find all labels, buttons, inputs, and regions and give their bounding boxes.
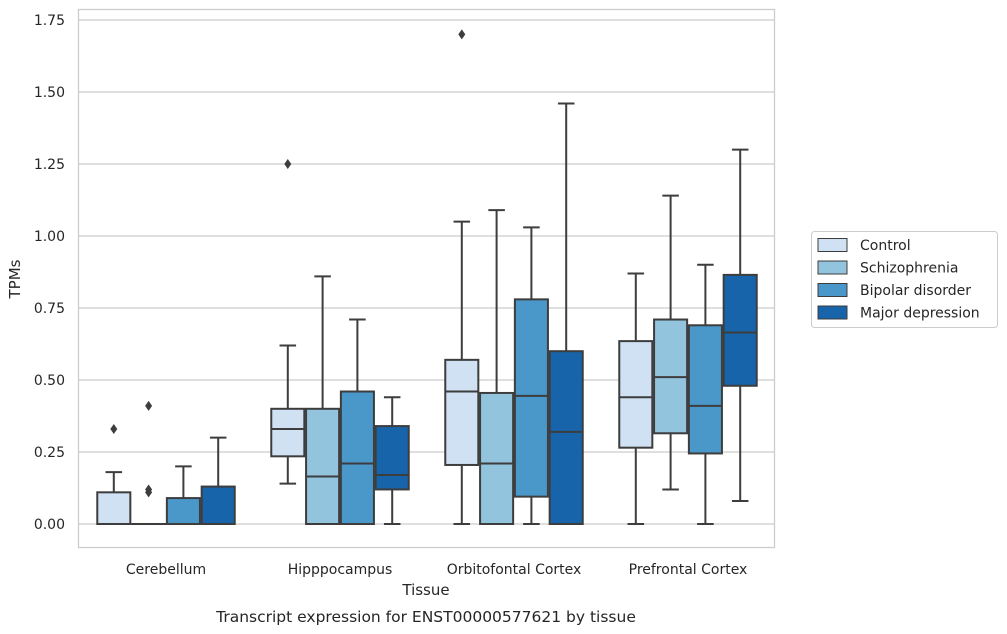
box-body bbox=[96, 491, 132, 526]
box-body bbox=[374, 425, 410, 491]
outlier-point bbox=[458, 29, 466, 40]
y-tick-label: 1.25 bbox=[34, 157, 65, 173]
legend-swatch bbox=[817, 305, 848, 320]
grid-lines bbox=[79, 19, 775, 525]
box-group bbox=[165, 465, 201, 525]
box-group bbox=[200, 436, 236, 525]
x-axis-label: Tissue bbox=[401, 581, 449, 599]
box-group bbox=[479, 209, 515, 525]
box-body bbox=[444, 358, 480, 466]
outlier-point bbox=[110, 423, 118, 434]
box-group bbox=[653, 194, 689, 491]
box-group bbox=[374, 396, 410, 525]
box-group bbox=[722, 148, 758, 502]
y-tick-label: 1.00 bbox=[34, 229, 65, 245]
box-body bbox=[200, 485, 236, 525]
legend: Control Schizophrenia Bipolar disorder Majo… bbox=[811, 231, 998, 328]
box-group bbox=[548, 102, 584, 526]
y-tick-label: 1.50 bbox=[34, 85, 65, 101]
y-tick-label: 0.75 bbox=[34, 301, 65, 317]
box-body bbox=[270, 407, 306, 458]
box-group bbox=[131, 400, 167, 526]
y-axis-label: TPMs bbox=[6, 259, 24, 299]
y-tick-label: 0.25 bbox=[34, 445, 65, 461]
outlier-point bbox=[145, 400, 153, 411]
legend-swatch bbox=[817, 283, 848, 297]
legend-label: Major depression bbox=[860, 306, 980, 322]
y-tick-label: 1.75 bbox=[34, 13, 65, 29]
x-tick-label: Hipppocampus bbox=[288, 562, 393, 578]
box-group bbox=[270, 159, 306, 485]
y-tick-label: 0.50 bbox=[34, 373, 65, 389]
x-tick-label: Prefrontal Cortex bbox=[629, 562, 748, 578]
legend-swatch bbox=[817, 238, 848, 252]
box-body bbox=[339, 390, 375, 525]
box-group bbox=[444, 29, 480, 525]
y-tick-labels: 0.00 0.25 0.50 0.75 1.00 1.25 1.50 1.75 bbox=[34, 13, 65, 533]
box-group bbox=[618, 272, 654, 525]
box-body bbox=[618, 340, 654, 449]
box-body bbox=[687, 324, 723, 455]
box-body bbox=[305, 407, 341, 525]
box-group bbox=[687, 263, 723, 525]
box-group bbox=[96, 423, 132, 526]
box-body bbox=[165, 497, 201, 525]
legend-label: Control bbox=[860, 238, 911, 254]
plot-frame bbox=[77, 8, 776, 549]
box-group bbox=[513, 226, 549, 525]
legend-label: Schizophrenia bbox=[860, 261, 958, 277]
x-tick-label: Orbitofontal Cortex bbox=[447, 562, 582, 578]
legend-swatch bbox=[817, 260, 848, 275]
outlier-point bbox=[145, 487, 153, 498]
x-tick-labels: Cerebellum Hipppocampus Orbitofontal Corte… bbox=[126, 562, 747, 578]
box-body bbox=[548, 350, 584, 526]
box-group bbox=[339, 318, 375, 525]
x-tick-label: Cerebellum bbox=[126, 562, 206, 578]
legend-frame bbox=[811, 231, 998, 328]
box-body bbox=[513, 298, 549, 498]
outlier-point bbox=[284, 159, 292, 169]
legend-label: Bipolar disorder bbox=[860, 283, 971, 299]
box-body bbox=[479, 391, 515, 525]
box-body bbox=[722, 273, 758, 387]
y-tick-label: 0.00 bbox=[34, 517, 65, 533]
chart-caption: Transcript expression for ENST0000057762… bbox=[215, 608, 636, 626]
box-group bbox=[305, 275, 341, 525]
boxes bbox=[96, 29, 758, 526]
